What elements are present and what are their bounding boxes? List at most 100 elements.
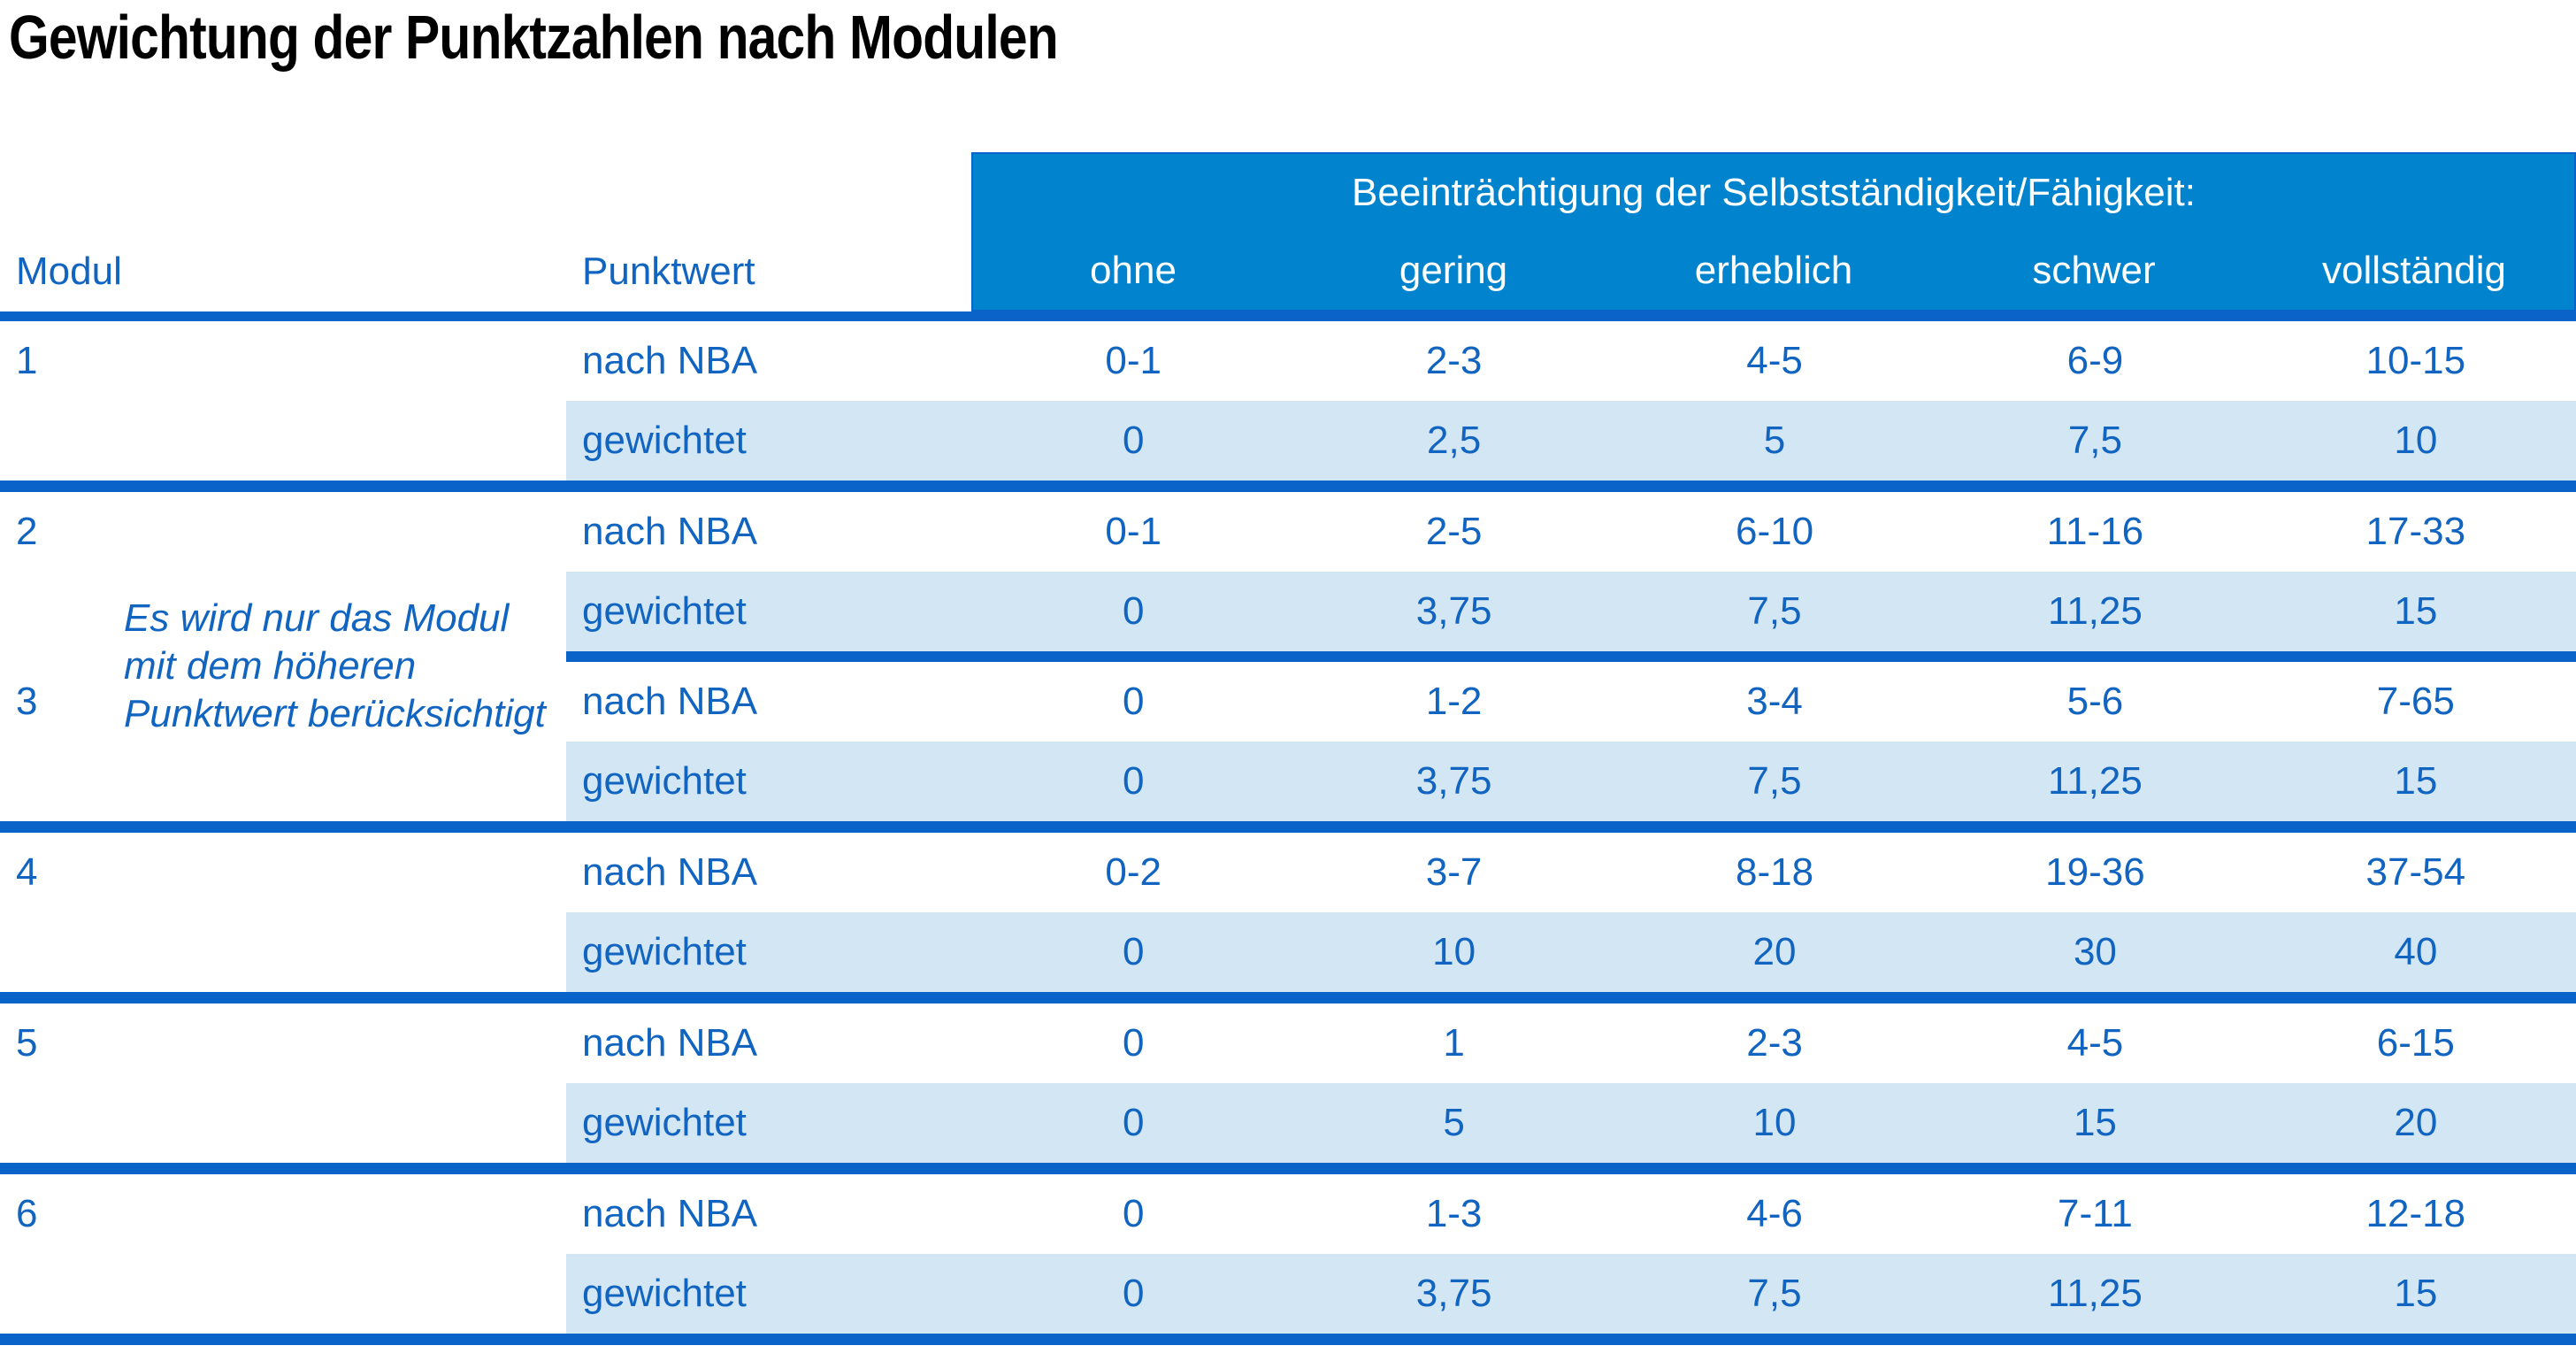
row-label-nba: nach NBA xyxy=(582,510,758,553)
column-header-modul: Modul xyxy=(16,250,122,293)
value-cell: 6-9 xyxy=(2066,339,2124,382)
value-cell: 3-7 xyxy=(1425,850,1483,894)
row-label-gewichtet: gewichtet xyxy=(566,1083,973,1163)
value-cell: 7-65 xyxy=(2376,680,2455,723)
severity-header-box: Beeinträchtigung der Selbstständigkeit/F… xyxy=(971,152,2576,311)
value-cell: 4-6 xyxy=(1746,1192,1803,1235)
modul-number: 6 xyxy=(16,1192,38,1235)
value-cell: 5 xyxy=(1614,401,1936,481)
value-cell: 20 xyxy=(2255,1083,2576,1163)
value-cell: 3,75 xyxy=(1293,1254,1614,1334)
row-label-gewichtet: gewichtet xyxy=(566,742,973,821)
page-title: Gewichtung der Punktzahlen nach Modulen xyxy=(9,3,1059,72)
modul-col-spacer xyxy=(0,1254,566,1334)
modul-number: 3 xyxy=(16,680,38,723)
column-header-gering: gering xyxy=(1399,249,1508,292)
separator-line xyxy=(0,1334,2576,1345)
table-row-modul1-nba: 1 nach NBA 0-1 2-3 4-5 6-9 10-15 xyxy=(0,321,2576,401)
row-label-gewichtet: gewichtet xyxy=(566,1254,973,1334)
modul-number: 2 xyxy=(16,510,38,553)
value-cell: 0 xyxy=(1122,680,1145,723)
value-cell: 40 xyxy=(2255,912,2576,992)
modul-col-spacer xyxy=(0,1083,566,1163)
value-cell: 3,75 xyxy=(1293,572,1614,651)
table-header: Modul Punktwert Beeinträchtigung der Sel… xyxy=(0,152,2576,311)
column-header-schwer: schwer xyxy=(2032,249,2156,292)
value-cell: 15 xyxy=(2255,742,2576,821)
table-row-modul4-nba: 4 nach NBA 0-2 3-7 8-18 19-36 37-54 xyxy=(0,833,2576,912)
modul-number: 1 xyxy=(16,339,38,382)
row-label-gewichtet: gewichtet xyxy=(566,572,973,651)
value-cell: 7,5 xyxy=(1614,742,1936,821)
value-cell: 0 xyxy=(973,912,1294,992)
value-cell: 1-2 xyxy=(1425,680,1483,723)
value-cell: 6-10 xyxy=(1735,510,1814,553)
separator-line xyxy=(0,481,2576,492)
value-cell: 5-6 xyxy=(2066,680,2124,723)
value-cell: 0 xyxy=(973,401,1294,481)
value-cell: 7-11 xyxy=(2058,1192,2133,1235)
value-cell: 15 xyxy=(1935,1083,2256,1163)
note-line: mit dem höheren xyxy=(124,644,417,688)
value-cell: 0-1 xyxy=(1105,339,1162,382)
row-label-nba: nach NBA xyxy=(582,850,758,894)
value-cell: 3,75 xyxy=(1293,742,1614,821)
value-cell: 0 xyxy=(973,1254,1294,1334)
value-cell: 20 xyxy=(1614,912,1936,992)
value-cell: 7,5 xyxy=(1935,401,2256,481)
value-cell: 11,25 xyxy=(1935,572,2256,651)
value-cell: 0 xyxy=(973,572,1294,651)
value-cell: 4-5 xyxy=(1746,339,1803,382)
modul-col-spacer xyxy=(0,742,566,821)
value-cell: 19-36 xyxy=(2045,850,2145,894)
separator-line xyxy=(0,311,2576,321)
row-label-nba: nach NBA xyxy=(582,339,758,382)
value-cell: 6-15 xyxy=(2376,1021,2455,1065)
value-cell: 2,5 xyxy=(1293,401,1614,481)
row-label-gewichtet: gewichtet xyxy=(566,912,973,992)
separator-line xyxy=(0,1163,2576,1174)
value-cell: 10 xyxy=(1293,912,1614,992)
value-cell: 1 xyxy=(1443,1021,1465,1065)
separator-line xyxy=(0,992,2576,1003)
value-cell: 8-18 xyxy=(1735,850,1814,894)
value-cell: 0-1 xyxy=(1105,510,1162,553)
column-header-erheblich: erheblich xyxy=(1694,249,1853,292)
modul-number: 5 xyxy=(16,1021,38,1065)
table-row-modul6-nba: 6 nach NBA 0 1-3 4-6 7-11 12-18 xyxy=(0,1174,2576,1254)
value-cell: 3-4 xyxy=(1746,680,1803,723)
severity-group-label: Beeinträchtigung der Selbstständigkeit/F… xyxy=(1352,171,2196,214)
row-label-nba: nach NBA xyxy=(582,680,758,723)
value-cell: 7,5 xyxy=(1614,572,1936,651)
modul-number: 4 xyxy=(16,850,38,894)
separator-line xyxy=(0,821,2576,833)
value-cell: 0-2 xyxy=(1105,850,1162,894)
value-cell: 10 xyxy=(2255,401,2576,481)
value-cell: 15 xyxy=(2255,1254,2576,1334)
value-cell: 37-54 xyxy=(2365,850,2466,894)
value-cell: 7,5 xyxy=(1614,1254,1936,1334)
table-row-modul3-nba: 3 nach NBA 0 1-2 3-4 5-6 7-65 xyxy=(0,662,2576,742)
value-cell: 10 xyxy=(1614,1083,1936,1163)
value-cell: 10-15 xyxy=(2365,339,2466,382)
value-cell: 5 xyxy=(1293,1083,1614,1163)
table-row-modul2-nba: 2 nach NBA 0-1 2-5 6-10 11-16 17-33 xyxy=(0,492,2576,572)
value-cell: 1-3 xyxy=(1425,1192,1483,1235)
value-cell: 12-18 xyxy=(2365,1192,2466,1235)
note-line: Es wird nur das Modul xyxy=(124,596,510,640)
row-label-nba: nach NBA xyxy=(582,1192,758,1235)
table-row-modul3-gewichtet: gewichtet 0 3,75 7,5 11,25 15 xyxy=(0,742,2576,821)
value-cell: 2-3 xyxy=(1746,1021,1803,1065)
column-header-punktwert: Punktwert xyxy=(582,250,755,293)
modul-col-spacer xyxy=(0,401,566,481)
value-cell: 30 xyxy=(1935,912,2256,992)
table-row-modul5-gewichtet: gewichtet 0 5 10 15 20 xyxy=(0,1083,2576,1163)
table-row-modul1-gewichtet: gewichtet 0 2,5 5 7,5 10 xyxy=(0,401,2576,481)
header-left-spacer xyxy=(0,152,971,232)
value-cell: 2-5 xyxy=(1425,510,1483,553)
column-header-ohne: ohne xyxy=(1090,249,1177,292)
value-cell: 11-16 xyxy=(2046,510,2144,553)
value-cell: 11,25 xyxy=(1935,1254,2256,1334)
table-row-modul5-nba: 5 nach NBA 0 1 2-3 4-5 6-15 xyxy=(0,1003,2576,1083)
